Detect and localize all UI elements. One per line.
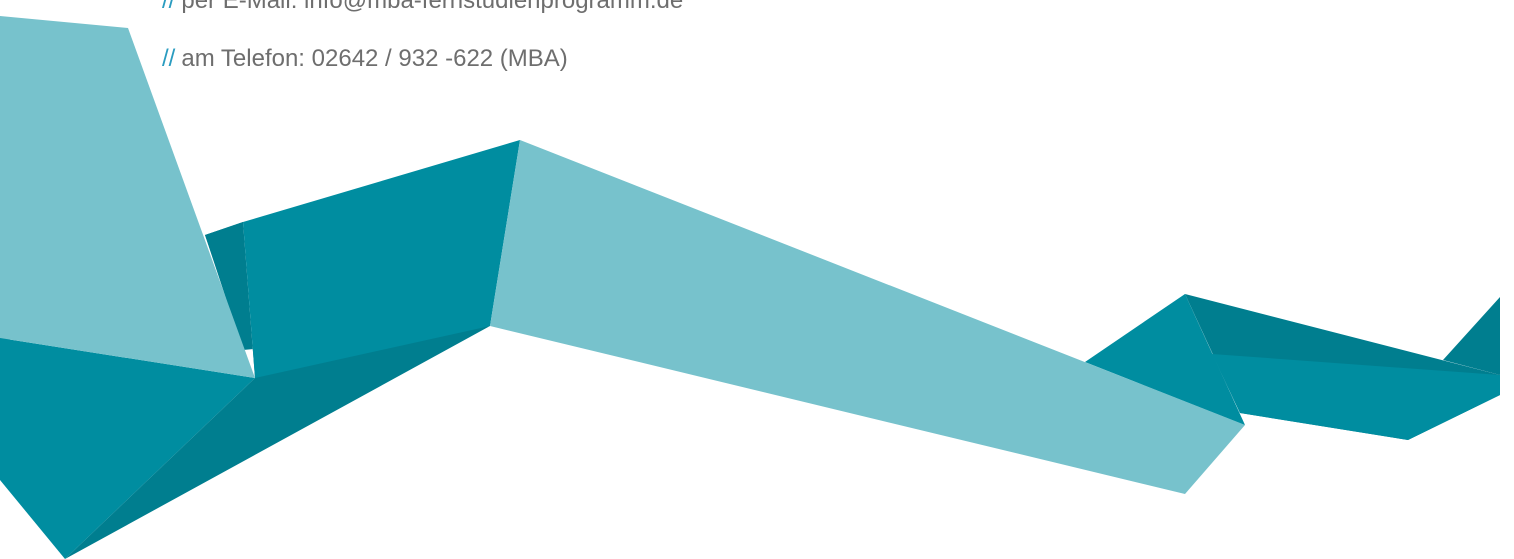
ribbon-center-shadow [205, 222, 243, 345]
ribbon-long-light-band [490, 140, 1245, 494]
ribbon-right-teal-triangle [1085, 294, 1245, 425]
ribbon-bottom-left-fold [0, 338, 255, 559]
contact-email-line: // per E-Mail: info@mba-fernstudienprogra… [162, 0, 683, 16]
ribbon-upper-left-light [0, 16, 255, 378]
phone-text: am Telefon: 02642 / 932 -622 (MBA) [181, 45, 568, 72]
ribbon-center-teal [243, 140, 520, 378]
line-marker: // [162, 0, 176, 14]
email-text: per E-Mail: info@mba-fernstudienprogramm… [181, 0, 684, 14]
ribbon-right-teal-fold [1212, 354, 1500, 440]
ribbon-far-right-tip [1443, 297, 1500, 375]
ribbon-dark-diagonal [65, 222, 490, 559]
line-marker: // [162, 45, 176, 72]
contact-phone-line: //am Telefon: 02642 / 932 -622 (MBA) [162, 44, 568, 74]
